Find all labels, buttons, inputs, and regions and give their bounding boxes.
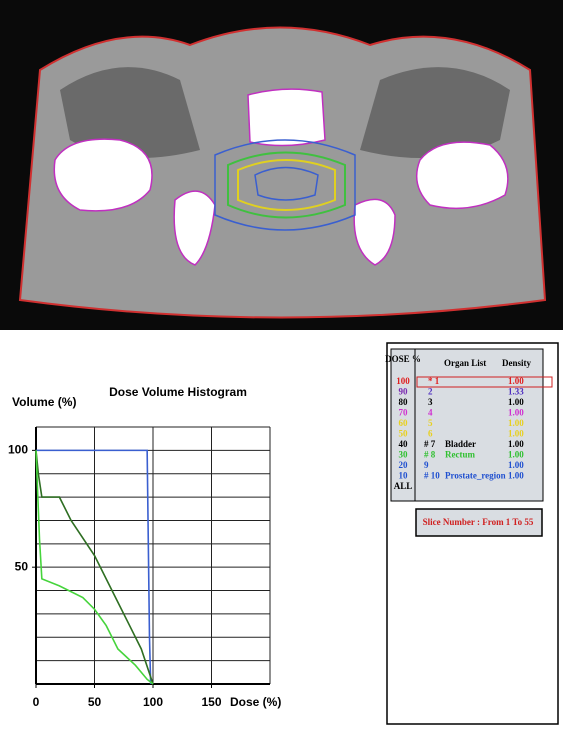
dose-level: 20 [399, 460, 409, 470]
x-tick-label: 150 [201, 695, 221, 709]
y-axis-label: Volume (%) [12, 395, 76, 409]
x-tick-label: 0 [33, 695, 40, 709]
organ-panel: Slice Number : From 1 To 55 Organ List D… [385, 342, 559, 725]
organ-id: 3 [428, 397, 433, 407]
dose-level: ALL [394, 481, 413, 491]
slice-info: Slice Number : From 1 To 55 [423, 517, 534, 527]
dvh-line [35, 450, 154, 685]
dose-level: 60 [399, 418, 409, 428]
chart-title: Dose Volume Histogram [109, 385, 247, 399]
organ-name: Rectum [445, 450, 475, 460]
organ-id: # 7 [424, 439, 436, 449]
table-header: Density [502, 358, 531, 368]
organ-name: Bladder [445, 439, 476, 449]
organ-density: 1.00 [508, 439, 524, 449]
organ-id: # 10 [424, 471, 440, 481]
organ-id: # 8 [424, 450, 436, 460]
organ-density: 1.00 [508, 450, 524, 460]
x-axis-label: Dose (%) [230, 695, 281, 709]
organ-density: 1.00 [508, 408, 524, 418]
organ-density: 1.00 [508, 471, 524, 481]
dvh-chart: Dose Volume Histogram Volume (%) Dose (%… [8, 385, 281, 709]
x-tick-label: 100 [143, 695, 163, 709]
organ-id: 2 [428, 387, 433, 397]
organ-id: 4 [428, 408, 433, 418]
dose-level: 40 [399, 439, 409, 449]
dose-level: 100 [396, 376, 410, 386]
dose-level: 90 [399, 387, 409, 397]
y-tick-label: 100 [8, 443, 28, 457]
dose-level: 10 [399, 471, 409, 481]
organ-density: 1.00 [508, 429, 524, 439]
organ-name: Prostate_region [445, 471, 506, 481]
y-tick-label: 50 [15, 559, 29, 573]
table-header: Organ List [444, 358, 486, 368]
dose-level: 80 [399, 397, 409, 407]
ct-image [0, 0, 563, 330]
dvh-line [36, 449, 152, 685]
organ-id: 5 [428, 418, 433, 428]
organ-density: 1.00 [508, 397, 524, 407]
organ-density: 1.00 [508, 376, 524, 386]
dose-level: 50 [399, 429, 409, 439]
dose-level: 70 [399, 408, 409, 418]
organ-density: 1.00 [508, 418, 524, 428]
organ-id: 6 [428, 429, 433, 439]
organ-id: * 1 [428, 376, 440, 386]
dose-level: 30 [399, 450, 409, 460]
selected-row [416, 376, 553, 388]
dvh-line [35, 450, 154, 685]
organ-density: 1.33 [508, 387, 524, 397]
x-tick-label: 50 [88, 695, 102, 709]
dose-header: DOSE % [385, 354, 421, 364]
organ-density: 1.00 [508, 460, 524, 470]
organ-id: 9 [424, 460, 429, 470]
